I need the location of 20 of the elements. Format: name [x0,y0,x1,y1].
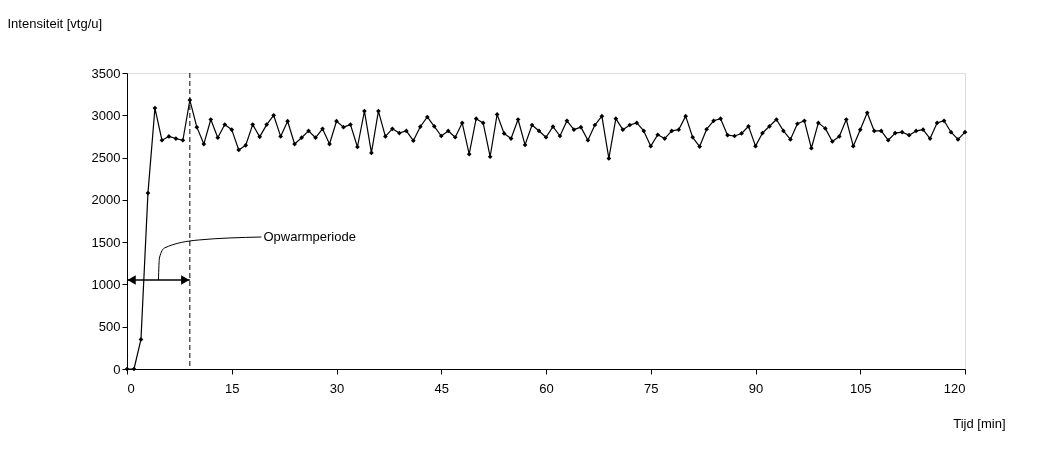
x-tick-label: 105 [849,380,872,396]
x-tick-label: 90 [748,380,764,396]
annotation: Opwarmperiode [263,229,356,244]
x-tick-label: 0 [127,380,135,396]
x-tick-label: 15 [225,380,240,396]
x-tick-label: 60 [539,380,554,396]
y-tick-label: 2500 [91,150,121,166]
y-tick-label: 3500 [91,65,121,81]
y-tick-label: 3000 [91,107,121,123]
y-tick-label: 2000 [91,192,121,208]
x-axis-title: Tijd [min] [953,415,1006,431]
y-tick-label: 1500 [91,234,121,250]
x-tick-label: 45 [434,380,449,396]
x-tick-label: 75 [644,380,659,396]
y-tick-label: 0 [113,361,121,377]
y-tick-label: 1000 [91,276,121,292]
y-tick-label: 500 [98,319,121,335]
y-axis-title: Intensiteit [vtg/u] [7,15,103,31]
x-tick-label: 120 [943,380,966,396]
x-tick-label: 30 [329,380,345,396]
